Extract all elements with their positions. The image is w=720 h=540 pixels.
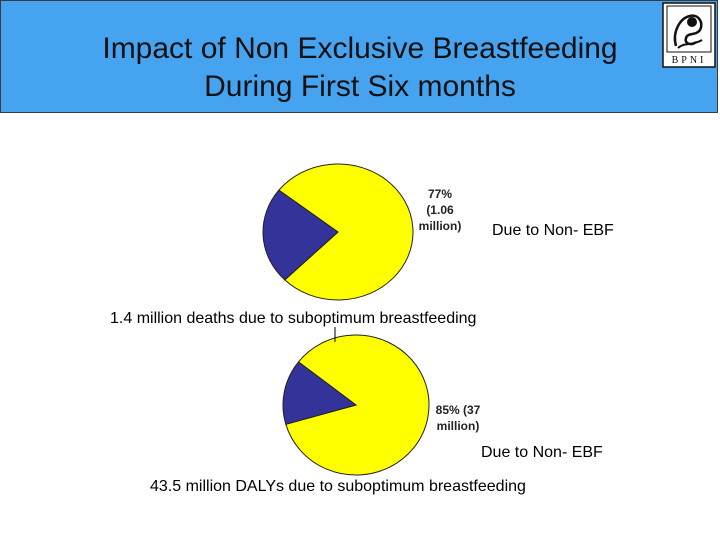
bpni-logo: BPNI xyxy=(662,2,716,68)
pie-1-slice-1 xyxy=(278,163,414,301)
pie-2-slice-2 xyxy=(282,361,358,425)
slide-title: Impact of Non Exclusive Breastfeeding Du… xyxy=(0,30,720,106)
title-line-2: During First Six months xyxy=(204,70,516,103)
pie-1-slice-2 xyxy=(262,189,339,281)
pie-2-annotation: Due to Non- EBF xyxy=(481,444,603,461)
pie-2-title: 43.5 million DALYs due to suboptimum bre… xyxy=(150,478,526,495)
pie-1-annotation: Due to Non- EBF xyxy=(492,222,614,239)
logo-text: BPNI xyxy=(672,55,707,66)
pie-1-slice-1-label: 77% (1.06 million) xyxy=(419,187,462,233)
title-line-1: Impact of Non Exclusive Breastfeeding xyxy=(102,32,618,65)
pie-2-slice-1-label: 85% (37 million) xyxy=(436,403,481,433)
title-bar xyxy=(0,0,718,113)
pie-2-slice-1 xyxy=(285,334,430,476)
pie-1-title: 1.4 million deaths due to suboptimum bre… xyxy=(110,310,477,327)
